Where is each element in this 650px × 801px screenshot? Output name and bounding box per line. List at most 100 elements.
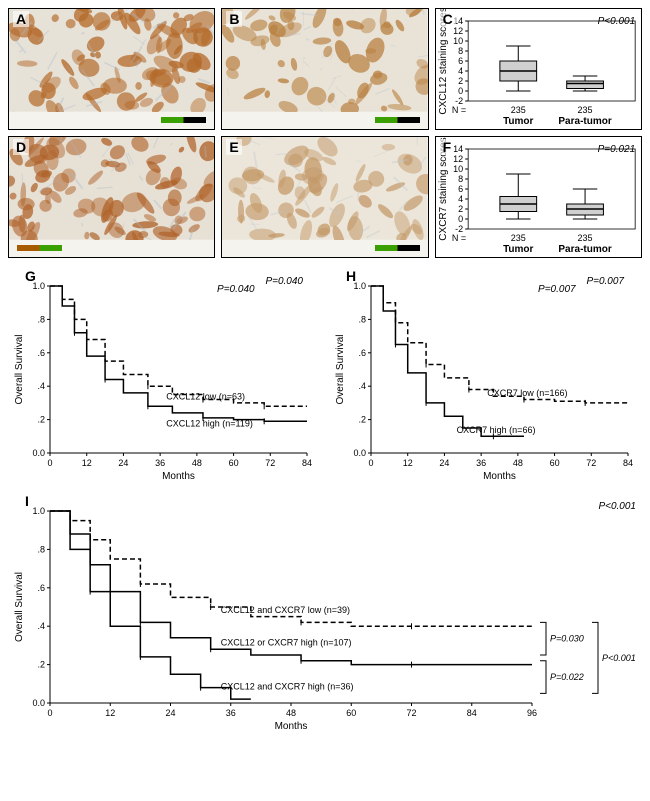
svg-text:P<0.001: P<0.001 [602, 653, 636, 663]
svg-text:36: 36 [226, 708, 236, 718]
svg-text:4: 4 [458, 194, 463, 204]
svg-text:72: 72 [265, 458, 275, 468]
svg-text:84: 84 [467, 708, 477, 718]
panel-row-1: A B C -202468101214CXCL12 staining score… [8, 8, 642, 130]
svg-text:36: 36 [476, 458, 486, 468]
histology-e [222, 137, 427, 240]
svg-text:8: 8 [458, 174, 463, 184]
panel-a-label: A [13, 11, 29, 27]
svg-text:4: 4 [458, 66, 463, 76]
svg-text:12: 12 [403, 458, 413, 468]
panel-e-label: E [226, 139, 241, 155]
svg-text:Months: Months [483, 471, 516, 482]
svg-text:0: 0 [458, 214, 463, 224]
svg-text:Para-tumor: Para-tumor [558, 244, 611, 255]
svg-text:12: 12 [453, 26, 463, 36]
svg-text:2: 2 [458, 204, 463, 214]
svg-text:8: 8 [458, 46, 463, 56]
svg-text:P=0.040: P=0.040 [217, 284, 255, 295]
panel-h: H 0.0.2.4.6.81.0012243648607284MonthsOve… [329, 268, 642, 483]
panel-b-label: B [226, 11, 242, 27]
svg-text:2: 2 [458, 76, 463, 86]
svg-text:235: 235 [510, 105, 525, 115]
svg-text:P=0.007: P=0.007 [586, 276, 624, 287]
svg-text:Tumor: Tumor [503, 116, 533, 127]
panel-c: C -202468101214CXCL12 staining scoresP<0… [435, 8, 642, 130]
svg-text:.4: .4 [358, 381, 366, 391]
svg-text:.4: .4 [37, 381, 45, 391]
svg-text:CXCL12 or CXCR7 high (n=107): CXCL12 or CXCR7 high (n=107) [221, 637, 352, 647]
svg-text:235: 235 [510, 233, 525, 243]
svg-text:Para-tumor: Para-tumor [558, 116, 611, 127]
svg-text:CXCL12 and CXCR7 low (n=39): CXCL12 and CXCR7 low (n=39) [221, 605, 350, 615]
scalebar-b [375, 117, 420, 123]
svg-text:P=0.022: P=0.022 [550, 672, 584, 682]
svg-text:P<0.001: P<0.001 [598, 501, 636, 512]
svg-text:CXCL12 and CXCR7 high (n=36): CXCL12 and CXCR7 high (n=36) [221, 682, 354, 692]
panel-b: B [221, 8, 428, 130]
svg-text:60: 60 [229, 458, 239, 468]
km-g: 0.0.2.4.6.81.0012243648607284MonthsOvera… [8, 268, 321, 483]
svg-text:P<0.001: P<0.001 [597, 16, 635, 27]
svg-text:P=0.040: P=0.040 [265, 276, 303, 287]
svg-text:96: 96 [527, 708, 537, 718]
svg-text:48: 48 [192, 458, 202, 468]
scalebar-d [17, 245, 62, 251]
survival-row-gh: G 0.0.2.4.6.81.0012243648607284MonthsOve… [8, 268, 642, 483]
svg-text:36: 36 [155, 458, 165, 468]
svg-text:.6: .6 [37, 348, 45, 358]
svg-text:0: 0 [368, 458, 373, 468]
svg-text:CXCR7 high (n=66): CXCR7 high (n=66) [457, 425, 536, 435]
svg-text:0: 0 [458, 86, 463, 96]
panel-d-label: D [13, 139, 29, 155]
panel-a: A [8, 8, 215, 130]
svg-text:6: 6 [458, 184, 463, 194]
svg-text:0.0: 0.0 [32, 448, 45, 458]
svg-text:60: 60 [346, 708, 356, 718]
svg-text:Overall Survival: Overall Survival [14, 334, 25, 404]
svg-text:.6: .6 [358, 348, 366, 358]
panel-e: E [221, 136, 428, 258]
boxplot-f: -202468101214CXCR7 staining scoresP=0.02… [436, 137, 641, 257]
panel-i: I 0.0.2.4.6.81.001224364860728496MonthsO… [8, 493, 642, 733]
svg-text:235: 235 [577, 233, 592, 243]
panel-d: D [8, 136, 215, 258]
panel-row-2: D E F -202468101214CXCR7 staining scores… [8, 136, 642, 258]
svg-text:48: 48 [286, 708, 296, 718]
svg-text:0: 0 [47, 458, 52, 468]
histology-b [222, 9, 427, 112]
svg-text:72: 72 [586, 458, 596, 468]
svg-text:12: 12 [82, 458, 92, 468]
svg-text:Overall Survival: Overall Survival [14, 572, 25, 642]
svg-text:0.0: 0.0 [353, 448, 366, 458]
svg-text:235: 235 [577, 105, 592, 115]
svg-text:P=0.030: P=0.030 [550, 634, 584, 644]
survival-row-i: I 0.0.2.4.6.81.001224364860728496MonthsO… [8, 493, 642, 733]
svg-text:0: 0 [47, 708, 52, 718]
scalebar-e [375, 245, 420, 251]
boxplot-c: -202468101214CXCL12 staining scoresP<0.0… [436, 9, 641, 129]
km-i: 0.0.2.4.6.81.001224364860728496MonthsOve… [8, 493, 642, 733]
km-h: 0.0.2.4.6.81.0012243648607284MonthsOvera… [329, 268, 642, 483]
svg-text:P=0.021: P=0.021 [597, 144, 635, 155]
svg-text:12: 12 [453, 154, 463, 164]
svg-text:6: 6 [458, 56, 463, 66]
svg-text:N =: N = [452, 233, 466, 243]
svg-text:P=0.007: P=0.007 [538, 284, 576, 295]
histology-d [9, 137, 214, 240]
svg-text:24: 24 [439, 458, 449, 468]
scalebar-a [161, 117, 206, 123]
svg-text:.8: .8 [37, 314, 45, 324]
svg-text:48: 48 [513, 458, 523, 468]
svg-text:.4: .4 [37, 621, 45, 631]
svg-text:24: 24 [118, 458, 128, 468]
svg-text:24: 24 [165, 708, 175, 718]
svg-text:10: 10 [453, 164, 463, 174]
svg-text:1.0: 1.0 [32, 506, 45, 516]
panel-h-label: H [343, 268, 359, 284]
svg-text:.2: .2 [37, 660, 45, 670]
panel-g: G 0.0.2.4.6.81.0012243648607284MonthsOve… [8, 268, 321, 483]
svg-text:Overall Survival: Overall Survival [335, 334, 346, 404]
svg-text:CXCL12 low (n=63): CXCL12 low (n=63) [166, 392, 245, 402]
svg-text:72: 72 [406, 708, 416, 718]
